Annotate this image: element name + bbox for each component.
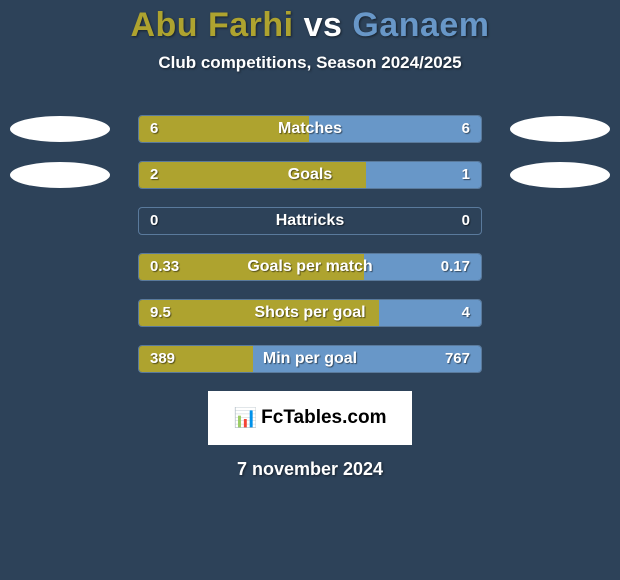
- stat-row: Hattricks00: [0, 207, 620, 235]
- title-player-left: Abu Farhi: [130, 6, 293, 44]
- player-right-marker: [510, 116, 610, 142]
- fctables-badge[interactable]: 📊 FcTables.com: [208, 391, 412, 445]
- player-left-marker: [10, 116, 110, 142]
- stat-bar-track: [138, 299, 482, 327]
- stat-value-right: 0: [462, 207, 470, 235]
- stat-row: Goals per match0.330.17: [0, 253, 620, 281]
- stat-value-left: 9.5: [150, 299, 171, 327]
- stat-value-right: 4: [462, 299, 470, 327]
- stat-bar-track: [138, 115, 482, 143]
- stat-value-right: 1: [462, 161, 470, 189]
- stat-value-left: 0.33: [150, 253, 179, 281]
- stat-bar-left: [139, 116, 311, 142]
- page-title: Abu Farhi vs Ganaem: [0, 0, 620, 45]
- subtitle: Club competitions, Season 2024/2025: [0, 53, 620, 73]
- stat-bar-track: [138, 345, 482, 373]
- date-label: 7 november 2024: [0, 459, 620, 480]
- stat-row: Shots per goal9.54: [0, 299, 620, 327]
- stat-value-right: 0.17: [441, 253, 470, 281]
- title-player-right: Ganaem: [352, 6, 489, 44]
- stat-row: Goals21: [0, 161, 620, 189]
- stat-value-left: 2: [150, 161, 158, 189]
- stat-bar-right: [309, 116, 481, 142]
- stat-bar-track: [138, 161, 482, 189]
- player-left-marker: [10, 162, 110, 188]
- stat-row: Matches66: [0, 115, 620, 143]
- chart-icon: 📊: [234, 406, 258, 430]
- stat-value-right: 6: [462, 115, 470, 143]
- stat-value-left: 6: [150, 115, 158, 143]
- stat-value-left: 389: [150, 345, 175, 373]
- stat-bar-left: [139, 162, 368, 188]
- stat-bar-track: [138, 207, 482, 235]
- comparison-rows: Matches66Goals21Hattricks00Goals per mat…: [0, 115, 620, 373]
- stat-row: Min per goal389767: [0, 345, 620, 373]
- stat-value-right: 767: [445, 345, 470, 373]
- player-right-marker: [510, 162, 610, 188]
- title-vs: vs: [304, 6, 343, 44]
- stat-bar-track: [138, 253, 482, 281]
- stat-bar-left: [139, 300, 381, 326]
- badge-text: FcTables.com: [261, 407, 386, 429]
- stat-value-left: 0: [150, 207, 158, 235]
